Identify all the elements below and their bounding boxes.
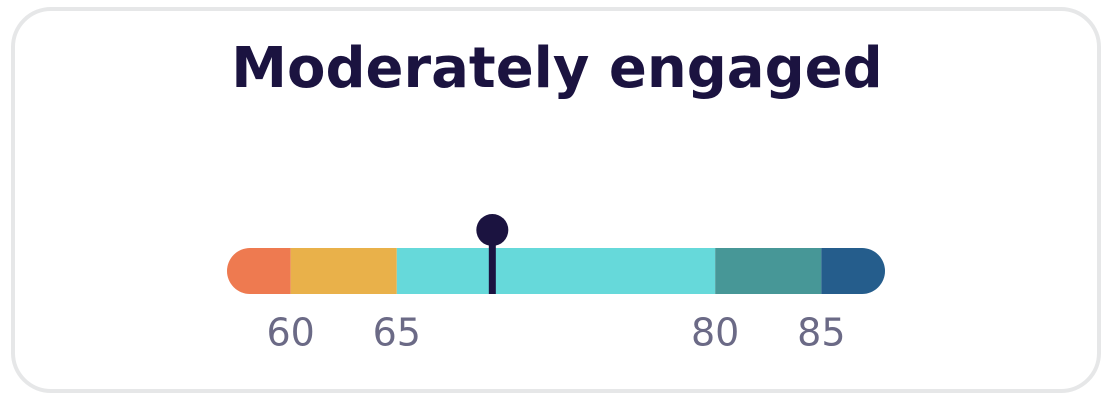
title: Moderately engaged <box>231 36 883 101</box>
band <box>715 248 822 294</box>
tick-label: 65 <box>373 311 421 355</box>
marker-head <box>476 214 509 246</box>
band <box>290 248 397 294</box>
tick-label: 60 <box>266 311 314 355</box>
band <box>396 248 716 294</box>
scale-bar <box>227 248 885 294</box>
tick-label: 80 <box>691 311 739 355</box>
band <box>227 248 291 294</box>
band <box>821 248 885 294</box>
card-border <box>11 7 1101 393</box>
tick-label: 85 <box>797 311 845 355</box>
